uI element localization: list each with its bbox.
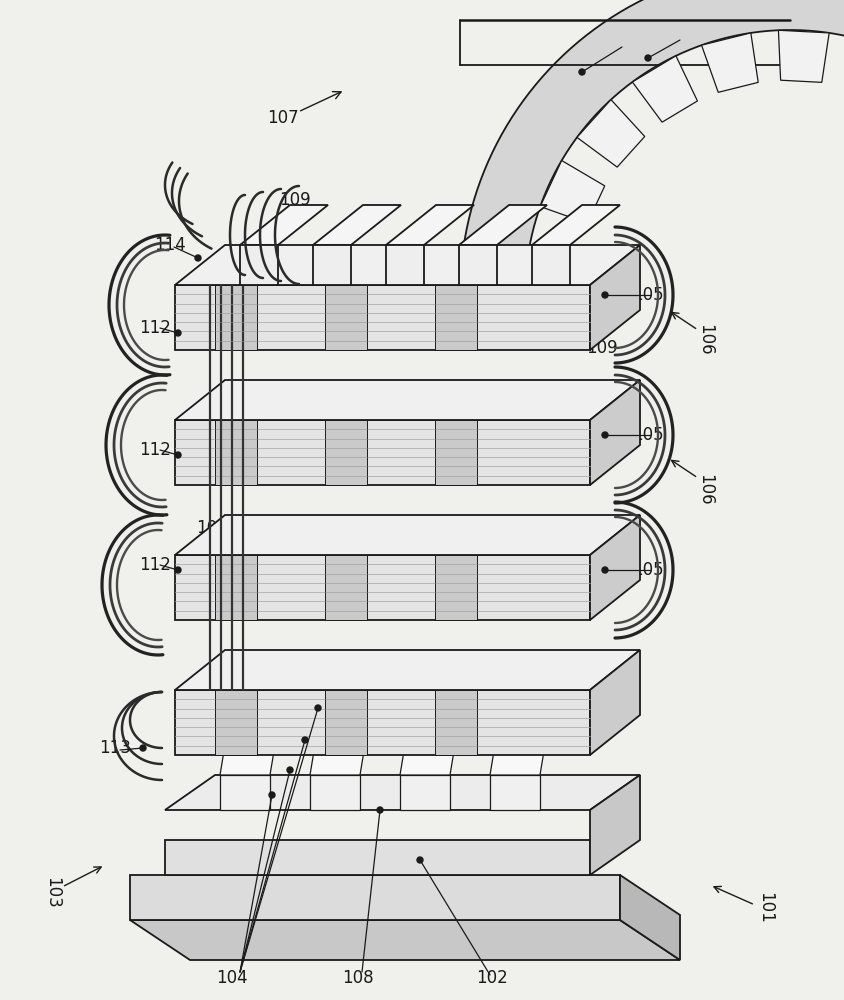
Polygon shape [701, 33, 758, 92]
Polygon shape [310, 745, 365, 775]
Polygon shape [240, 245, 278, 285]
Text: 103: 103 [43, 877, 61, 909]
Text: 112: 112 [139, 319, 171, 337]
Polygon shape [632, 56, 697, 122]
Polygon shape [490, 775, 540, 810]
Text: 106: 106 [696, 324, 714, 356]
Circle shape [417, 857, 423, 863]
Text: 106: 106 [696, 474, 714, 506]
Polygon shape [130, 875, 620, 920]
Polygon shape [325, 285, 367, 350]
Polygon shape [220, 745, 275, 775]
Polygon shape [175, 380, 640, 420]
Text: 113: 113 [99, 739, 131, 757]
Polygon shape [175, 515, 640, 555]
Circle shape [175, 452, 181, 458]
Text: 114: 114 [154, 236, 186, 254]
Polygon shape [463, 0, 844, 307]
Polygon shape [215, 555, 257, 620]
Polygon shape [435, 690, 477, 755]
Polygon shape [215, 690, 257, 755]
Text: 109: 109 [587, 339, 618, 357]
Polygon shape [459, 245, 497, 285]
Polygon shape [532, 245, 570, 285]
Polygon shape [220, 775, 270, 810]
Polygon shape [313, 205, 401, 245]
Text: 111: 111 [604, 36, 636, 54]
Polygon shape [435, 420, 477, 485]
Polygon shape [130, 920, 680, 960]
Text: 109: 109 [582, 569, 614, 587]
Polygon shape [325, 555, 367, 620]
Polygon shape [490, 745, 545, 775]
Polygon shape [310, 775, 360, 810]
Text: 109: 109 [196, 329, 228, 347]
Polygon shape [175, 650, 640, 690]
Text: 108: 108 [342, 969, 374, 987]
Polygon shape [400, 745, 455, 775]
Circle shape [175, 567, 181, 573]
Polygon shape [175, 420, 590, 485]
Polygon shape [165, 840, 590, 875]
Polygon shape [240, 205, 328, 245]
Polygon shape [165, 775, 640, 810]
Polygon shape [175, 555, 590, 620]
Text: 109: 109 [584, 453, 616, 471]
Polygon shape [175, 245, 640, 285]
Polygon shape [590, 650, 640, 755]
Polygon shape [590, 380, 640, 485]
Polygon shape [325, 420, 367, 485]
Circle shape [175, 330, 181, 336]
Polygon shape [215, 285, 257, 350]
Polygon shape [590, 515, 640, 620]
Text: 109: 109 [580, 669, 612, 687]
Circle shape [140, 745, 146, 751]
Circle shape [377, 807, 383, 813]
Polygon shape [590, 245, 640, 350]
Text: 109: 109 [196, 519, 228, 537]
Circle shape [287, 767, 293, 773]
Text: 110: 110 [669, 29, 701, 47]
Text: 109: 109 [196, 421, 228, 439]
Polygon shape [590, 775, 640, 875]
Polygon shape [577, 100, 645, 167]
Circle shape [302, 737, 308, 743]
Polygon shape [386, 205, 474, 245]
Polygon shape [620, 875, 680, 960]
Polygon shape [386, 245, 424, 285]
Polygon shape [778, 30, 829, 82]
Text: 112: 112 [139, 556, 171, 574]
Text: 102: 102 [476, 969, 508, 987]
Text: 105: 105 [632, 561, 664, 579]
Circle shape [195, 255, 201, 261]
Circle shape [315, 705, 321, 711]
Circle shape [602, 432, 608, 438]
Polygon shape [532, 205, 620, 245]
Polygon shape [313, 245, 351, 285]
Circle shape [602, 292, 608, 298]
Text: 105: 105 [632, 426, 664, 444]
Polygon shape [325, 690, 367, 755]
Text: 107: 107 [268, 109, 299, 127]
Polygon shape [459, 205, 547, 245]
Text: 101: 101 [756, 892, 774, 924]
Text: 104: 104 [216, 969, 248, 987]
Circle shape [645, 55, 651, 61]
Circle shape [602, 567, 608, 573]
Circle shape [269, 792, 275, 798]
Polygon shape [435, 285, 477, 350]
Polygon shape [540, 161, 605, 223]
Polygon shape [175, 285, 590, 350]
Polygon shape [400, 775, 450, 810]
Polygon shape [435, 555, 477, 620]
Polygon shape [215, 420, 257, 485]
Text: 105: 105 [632, 286, 664, 304]
Polygon shape [175, 690, 590, 755]
Text: 112: 112 [139, 441, 171, 459]
Text: 109: 109 [279, 191, 311, 209]
Circle shape [579, 69, 585, 75]
